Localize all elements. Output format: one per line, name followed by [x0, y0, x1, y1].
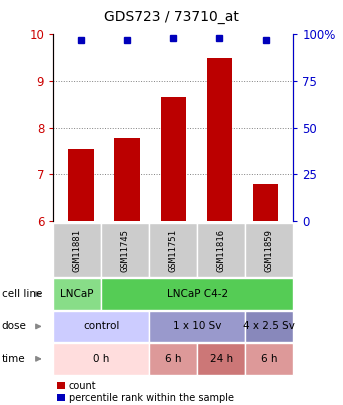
Text: 4 x 2.5 Sv: 4 x 2.5 Sv [243, 322, 295, 331]
Text: GSM11881: GSM11881 [73, 228, 82, 272]
Text: GSM11745: GSM11745 [121, 228, 130, 272]
Text: time: time [2, 354, 25, 364]
Bar [114, 138, 140, 221]
Text: 6 h: 6 h [261, 354, 277, 364]
Text: control: control [83, 322, 119, 331]
Text: GSM11816: GSM11816 [217, 228, 226, 272]
Bar [207, 58, 232, 221]
Bar [253, 184, 278, 221]
Text: GSM11751: GSM11751 [169, 228, 178, 272]
Text: 6 h: 6 h [165, 354, 181, 364]
Text: cell line: cell line [2, 289, 42, 299]
Bar [68, 149, 94, 221]
Text: dose: dose [2, 322, 27, 331]
Text: 24 h: 24 h [210, 354, 233, 364]
Text: 0 h: 0 h [93, 354, 109, 364]
Text: count: count [69, 381, 96, 390]
Text: 1 x 10 Sv: 1 x 10 Sv [173, 322, 222, 331]
Text: GDS723 / 73710_at: GDS723 / 73710_at [104, 10, 239, 24]
Text: percentile rank within the sample: percentile rank within the sample [69, 393, 234, 403]
Text: LNCaP: LNCaP [60, 289, 94, 299]
Bar [161, 97, 186, 221]
Text: LNCaP C4-2: LNCaP C4-2 [167, 289, 228, 299]
Text: GSM11859: GSM11859 [265, 228, 274, 272]
